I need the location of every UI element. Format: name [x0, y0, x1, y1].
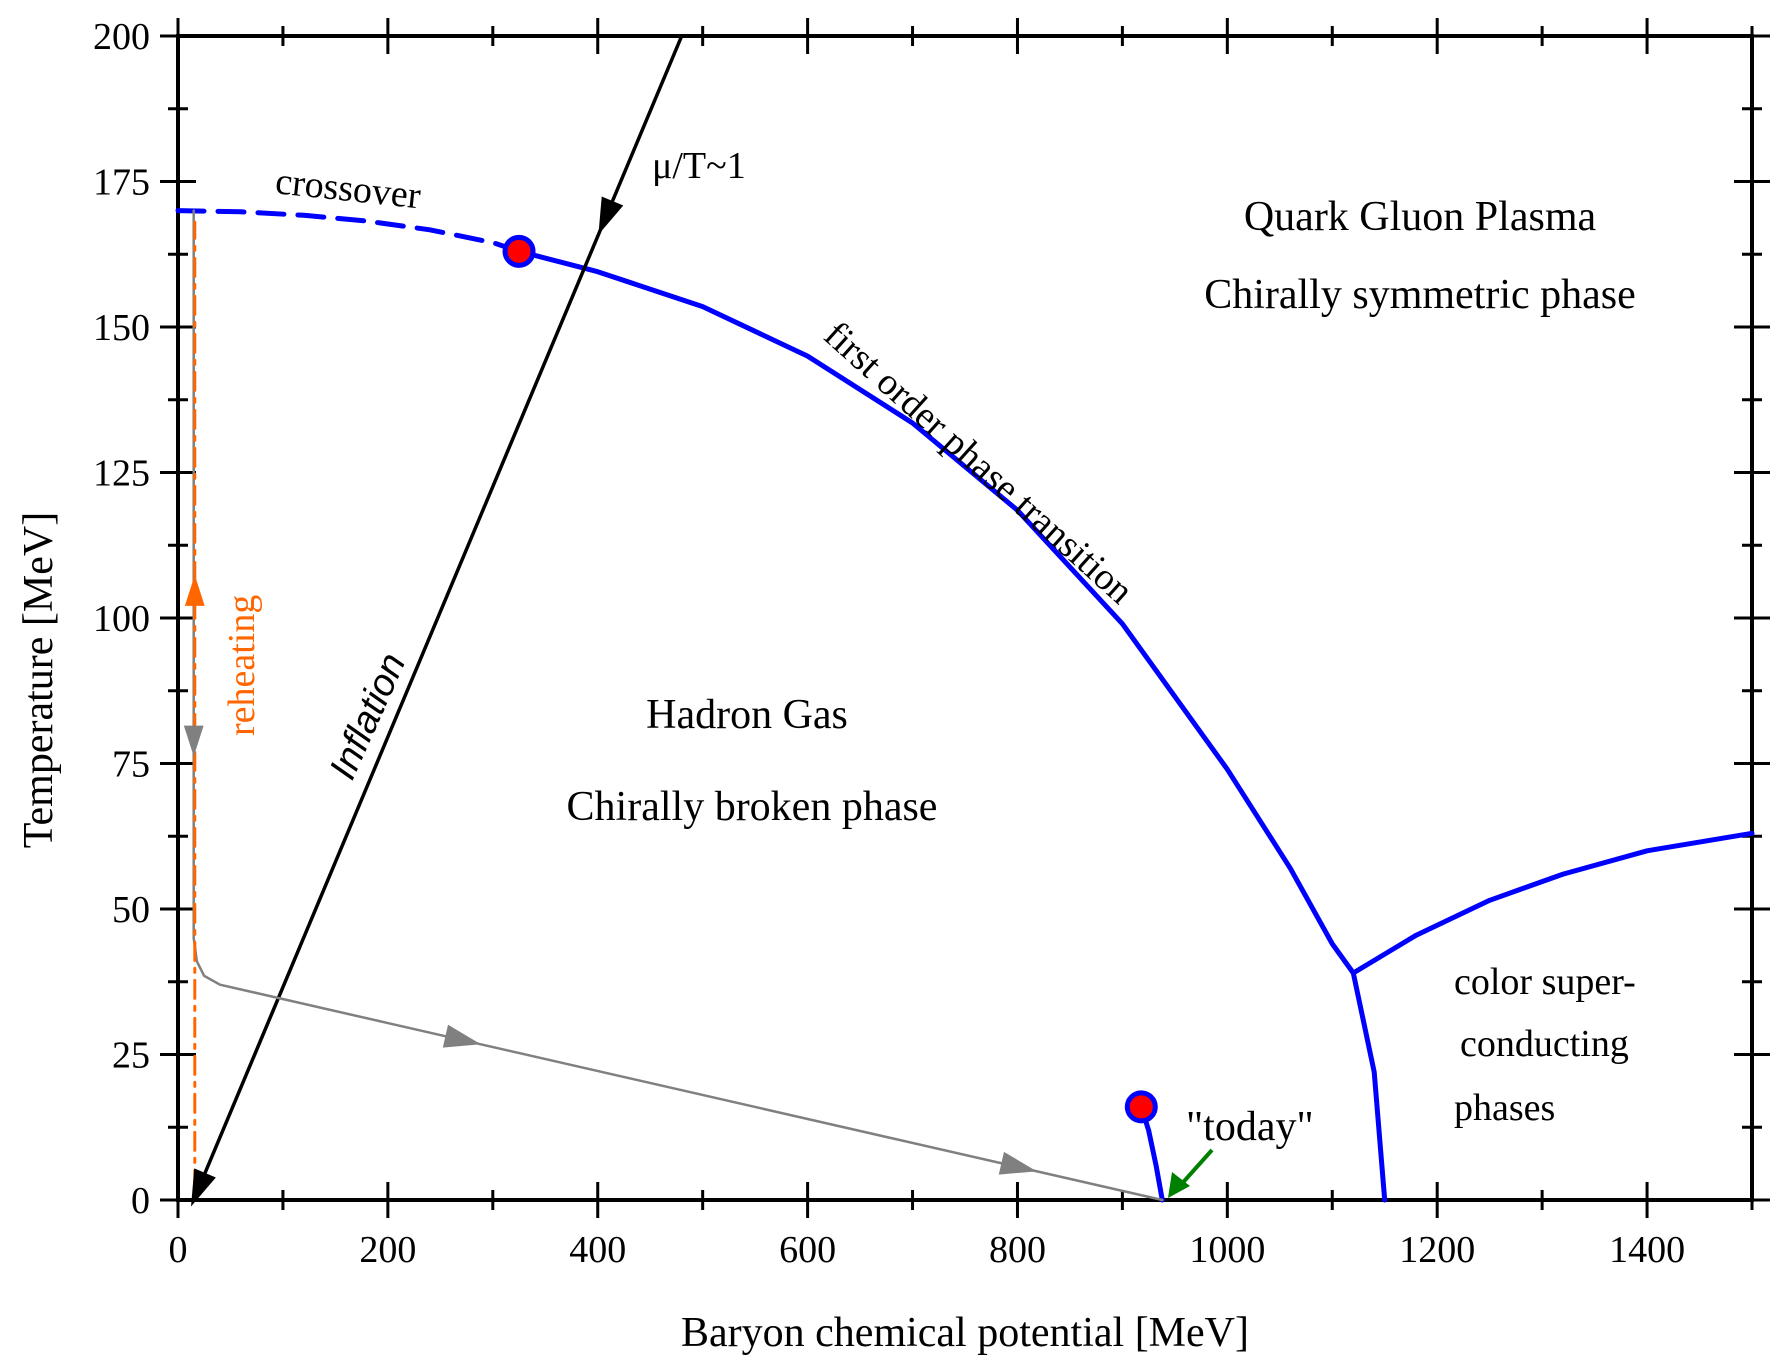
trajectory-arrow-2	[998, 1151, 1037, 1175]
x-tick-label: 600	[779, 1229, 836, 1271]
x-tick-label: 200	[359, 1229, 416, 1271]
qgp-sublabel: Chirally symmetric phase	[1204, 272, 1636, 318]
y-tick-label: 75	[112, 744, 150, 786]
reheating-arrow-up	[184, 575, 205, 606]
critical-point-marker	[1124, 1090, 1158, 1124]
y-tick-label: 100	[93, 598, 150, 640]
critical-point-marker	[502, 234, 536, 268]
trajectory-arrow-1	[442, 1024, 481, 1048]
qgp-label: Quark Gluon Plasma	[1244, 194, 1597, 240]
csc-label-1: color super-	[1454, 961, 1636, 1003]
x-tick-label: 0	[169, 1229, 188, 1271]
x-tick-label: 1200	[1399, 1229, 1475, 1271]
y-tick-label: 50	[112, 889, 150, 931]
inflation-arrow-upper	[598, 196, 624, 235]
today-label: "today"	[1186, 1104, 1314, 1150]
x-tick-label: 1400	[1609, 1229, 1685, 1271]
direction-arrows	[183, 196, 1037, 1207]
today-arrow-head	[1168, 1172, 1190, 1198]
hadron-gas-sublabel: Chirally broken phase	[567, 784, 938, 830]
y-tick-label: 0	[131, 1180, 150, 1222]
y-tick-label: 150	[93, 307, 150, 349]
mu-over-t-label: μ/T~1	[652, 145, 746, 187]
y-tick-label: 125	[93, 453, 150, 495]
y-axis-title: Temperature [MeV]	[16, 512, 62, 848]
x-axis-title: Baryon chemical potential [MeV]	[681, 1310, 1249, 1356]
x-tick-label: 1000	[1189, 1229, 1265, 1271]
y-tick-label: 200	[93, 16, 150, 58]
first-order-label: first order phase transition	[816, 313, 1141, 612]
x-tick-label: 400	[569, 1229, 626, 1271]
reheating-label: reheating	[221, 595, 263, 736]
series-line-crossover	[175, 208, 522, 254]
y-tick-label: 25	[112, 1035, 150, 1077]
axis-ticks: 0 200 400 600 800 1000 1200 1400 0 25 50 75 100 125 15…	[93, 16, 1770, 1271]
critical-points	[502, 234, 1158, 1124]
series-line-color-superconducting-boundary	[1350, 830, 1755, 976]
csc-label-3: phases	[1454, 1087, 1555, 1129]
crossover-label: crossover	[273, 160, 423, 217]
hadron-gas-label: Hadron Gas	[646, 692, 848, 738]
y-tick-label: 175	[93, 162, 150, 204]
inflation-label: Inflation	[322, 647, 415, 786]
series-group	[175, 34, 1755, 1203]
x-tick-label: 800	[989, 1229, 1046, 1271]
csc-label-2: conducting	[1460, 1023, 1629, 1065]
trajectory-arrow-down	[183, 725, 204, 757]
inflation-arrow-lower	[191, 1168, 216, 1207]
